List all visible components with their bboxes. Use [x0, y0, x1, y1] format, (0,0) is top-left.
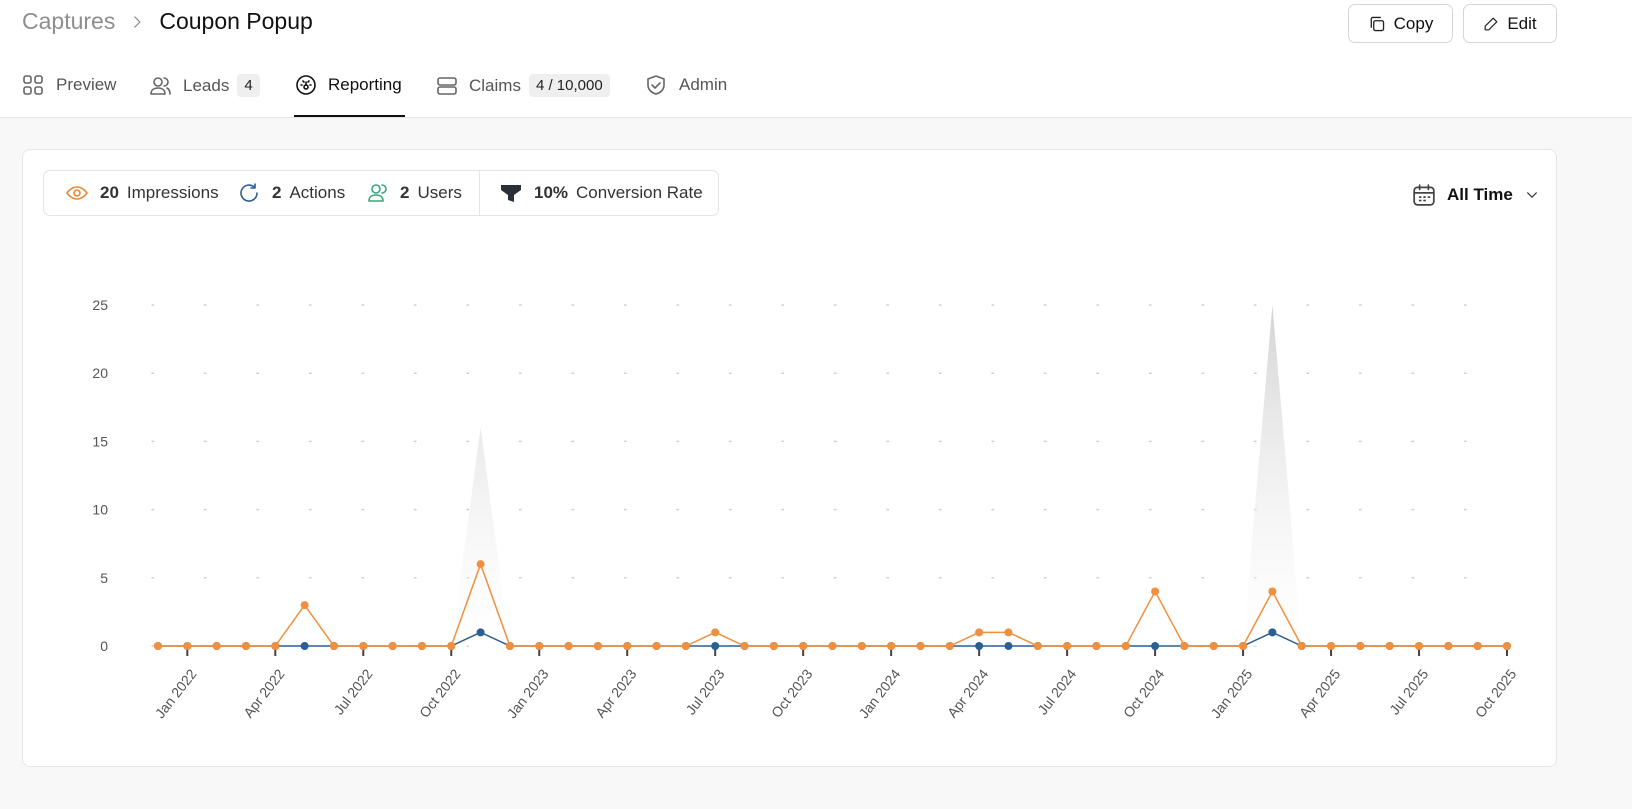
button-label: Edit [1507, 13, 1537, 33]
stat-label: Users [417, 183, 462, 202]
stat-label: Actions [289, 183, 346, 202]
stat: 10% Conversion Rate [500, 182, 703, 204]
date-filter-label: All Time [1447, 185, 1513, 204]
tab-underline [294, 115, 405, 117]
tab-badge: 4 [237, 74, 260, 97]
actions-icon [240, 183, 258, 202]
preview-icon [23, 75, 43, 95]
tab-label: Admin [679, 75, 728, 94]
tab-label: Preview [56, 75, 117, 94]
tab[interactable]: Admin [645, 74, 727, 96]
tab[interactable]: Preview [22, 74, 116, 96]
stat: 2 Users [366, 182, 462, 204]
users-icon [368, 184, 387, 202]
stat-value: 2 [400, 183, 410, 202]
calendar-icon [1413, 184, 1435, 206]
stat: 20 Impressions [66, 182, 219, 204]
tab[interactable]: Leads 4 [148, 74, 260, 97]
button-label: Copy [1393, 13, 1434, 33]
stats-divider [479, 171, 480, 215]
copy-icon [1370, 16, 1384, 31]
stat-label: Conversion Rate [576, 183, 703, 202]
tab-label: Leads [183, 75, 230, 95]
dropdown-chevron [1526, 192, 1537, 198]
stats-bar [43, 170, 719, 216]
copy-button[interactable]: Copy [1348, 4, 1453, 43]
tab-badge: 4 / 10,000 [528, 74, 610, 97]
tab-label: Reporting [328, 75, 402, 94]
tab-active[interactable]: Reporting [295, 74, 402, 96]
reporting-icon [296, 75, 316, 95]
chevron [134, 15, 141, 28]
tab-label: Claims [469, 75, 521, 95]
breadcrumb: Captures Coupon Popup [22, 8, 313, 35]
stat-value: 10% [534, 183, 569, 202]
stat-label: Impressions [126, 183, 219, 202]
leads-icon [150, 76, 171, 95]
edit-icon [1484, 17, 1498, 30]
stat-value: 2 [272, 183, 282, 202]
edit-button[interactable]: Edit [1463, 4, 1557, 43]
funnel-icon [501, 185, 521, 202]
admin-icon [647, 75, 665, 95]
claims-icon [437, 76, 457, 95]
tab[interactable]: Claims 4 / 10,000 [436, 74, 610, 97]
eye-icon [66, 186, 88, 200]
stat: 2 Actions [238, 182, 345, 204]
breadcrumb-link[interactable]: Captures [22, 8, 116, 34]
page-title: Coupon Popup [159, 8, 313, 34]
stat-value: 20 [100, 183, 119, 202]
date-filter[interactable]: All Time [1412, 183, 1540, 207]
report-card [22, 149, 1557, 767]
